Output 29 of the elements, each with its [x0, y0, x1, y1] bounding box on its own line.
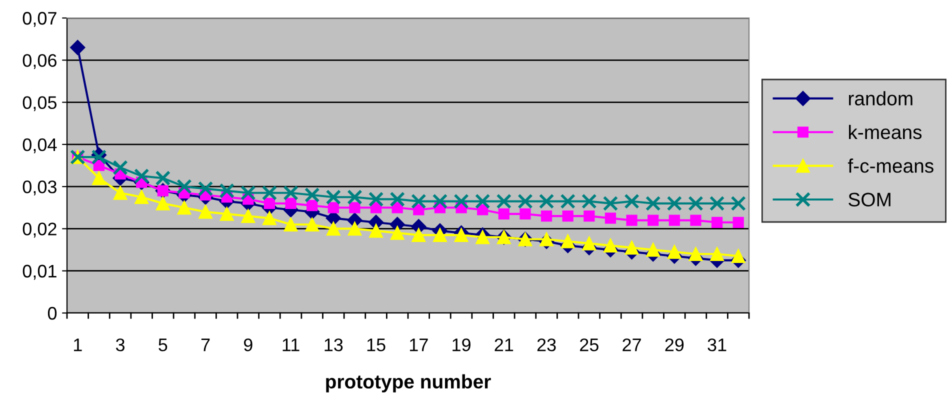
x-tick-label: 29 [665, 338, 684, 352]
y-tick-label: 0,05 [22, 96, 57, 112]
x-tick-label: 5 [158, 338, 168, 352]
y-tick-label: 0,04 [22, 138, 57, 154]
x-tick-label: 17 [410, 338, 428, 352]
x-tick-label: 25 [580, 338, 598, 352]
legend-label: f-c-means [848, 158, 934, 173]
x-tick-label: 1 [74, 338, 82, 352]
y-tick-label: 0,06 [22, 54, 56, 69]
y-tick-label: 0,01 [22, 264, 56, 280]
legend-label: SOM [848, 192, 890, 206]
x-axis-title: prototype number [326, 374, 491, 392]
legend-label: random [848, 91, 912, 106]
x-tick-label: 3 [116, 338, 125, 352]
x-tick-label: 27 [622, 338, 641, 352]
y-tick-label: 0 [48, 306, 57, 320]
y-tick-label: 0,02 [22, 222, 56, 238]
legend-label: k-means [848, 124, 922, 140]
x-tick-label: 19 [452, 338, 470, 352]
y-tick-label: 0,03 [22, 180, 56, 196]
x-tick-label: 15 [367, 338, 386, 352]
x-tick-label: 13 [324, 338, 343, 352]
x-tick-label: 9 [244, 338, 252, 352]
x-tick-label: 7 [201, 338, 210, 352]
x-tick-label: 23 [537, 338, 556, 352]
x-tick-label: 21 [494, 338, 514, 352]
x-tick-label: 31 [708, 338, 726, 352]
y-tick-label: 0,07 [22, 12, 56, 27]
x-tick-label: 11 [282, 338, 300, 352]
